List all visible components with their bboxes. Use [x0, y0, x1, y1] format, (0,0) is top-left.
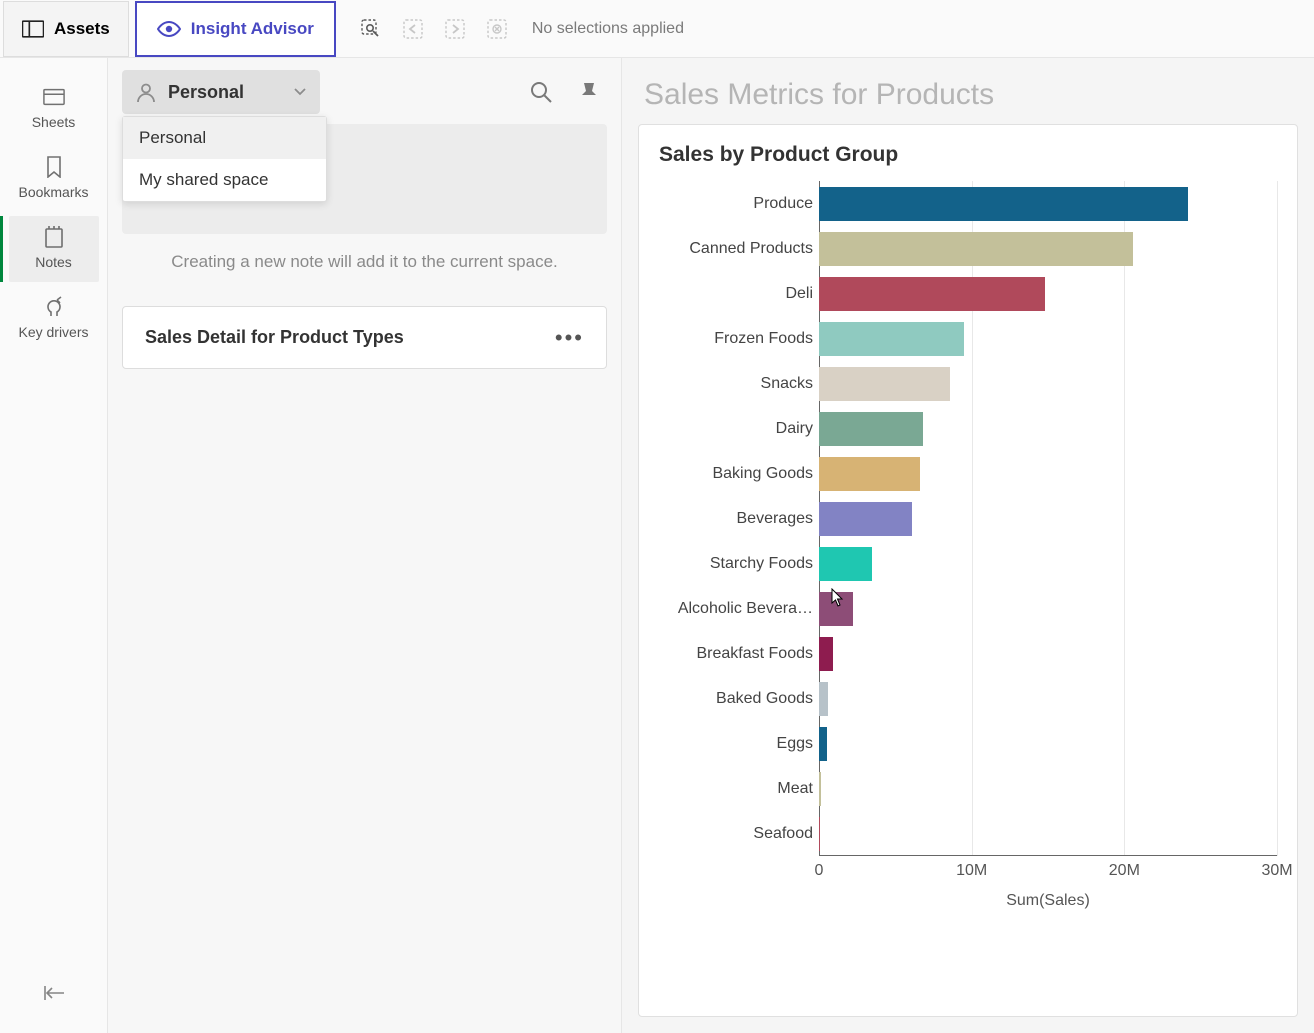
cursor-icon [831, 588, 845, 613]
bar-row[interactable]: Seafood [659, 811, 1277, 856]
bar-label: Meat [659, 780, 819, 798]
dropdown-item-shared[interactable]: My shared space [123, 159, 326, 201]
pin-icon[interactable] [577, 80, 601, 104]
bookmark-icon [43, 156, 65, 178]
sheets-icon [43, 86, 65, 108]
insight-label: Insight Advisor [191, 19, 314, 39]
search-notes-icon[interactable] [529, 80, 553, 104]
bar[interactable] [819, 637, 833, 671]
bar[interactable] [819, 412, 923, 446]
bar-label: Frozen Foods [659, 330, 819, 348]
nav-label: Key drivers [18, 324, 88, 340]
note-card-title: Sales Detail for Product Types [145, 327, 404, 348]
notes-panel: Personal Personal My shared space Creati… [108, 58, 622, 1033]
keydrivers-icon [43, 296, 65, 318]
nav-keydrivers[interactable]: Key drivers [9, 286, 99, 352]
bar[interactable] [819, 457, 920, 491]
bar-row[interactable]: Deli [659, 271, 1277, 316]
bar-row[interactable]: Eggs [659, 721, 1277, 766]
nav-notes[interactable]: Notes [9, 216, 99, 282]
bar-row[interactable]: Beverages [659, 496, 1277, 541]
x-tick: 20M [1109, 862, 1140, 880]
bar-row[interactable]: Frozen Foods [659, 316, 1277, 361]
chart-card: Sales by Product Group Produce Canned Pr… [638, 124, 1298, 1017]
bar-label: Dairy [659, 420, 819, 438]
assets-label: Assets [54, 19, 110, 39]
topbar: Assets Insight Advisor No selections app… [0, 0, 1314, 58]
bar-label: Starchy Foods [659, 555, 819, 573]
bar[interactable] [819, 502, 912, 536]
bar-row[interactable]: Meat [659, 766, 1277, 811]
notes-hint: Creating a new note will add it to the c… [122, 252, 607, 272]
chevron-down-icon [294, 86, 306, 98]
space-dropdown: Personal My shared space [122, 116, 327, 202]
bar[interactable] [819, 817, 820, 851]
bar[interactable] [819, 727, 827, 761]
smart-search-icon[interactable] [360, 18, 382, 40]
insight-advisor-button[interactable]: Insight Advisor [135, 1, 336, 57]
bar-label: Baked Goods [659, 690, 819, 708]
nav-label: Bookmarks [18, 184, 88, 200]
bar[interactable] [819, 232, 1133, 266]
bar[interactable] [819, 772, 821, 806]
chart-area: Sales Metrics for Products Sales by Prod… [622, 58, 1314, 1033]
bar-label: Breakfast Foods [659, 645, 819, 663]
x-tick: 0 [815, 862, 824, 880]
bar-row[interactable]: Breakfast Foods [659, 631, 1277, 676]
bar-label: Snacks [659, 375, 819, 393]
bar-label: Eggs [659, 735, 819, 753]
bar-row[interactable]: Starchy Foods [659, 541, 1277, 586]
user-icon [136, 82, 156, 102]
bar-label: Canned Products [659, 240, 819, 258]
note-card[interactable]: Sales Detail for Product Types ••• [122, 306, 607, 369]
nav-sheets[interactable]: Sheets [9, 76, 99, 142]
bar-label: Seafood [659, 825, 819, 843]
panel-layout-icon [22, 20, 44, 38]
bar-label: Baking Goods [659, 465, 819, 483]
bar-label: Produce [659, 195, 819, 213]
bar-row[interactable]: Snacks [659, 361, 1277, 406]
bar-row[interactable]: Dairy [659, 406, 1277, 451]
bar[interactable] [819, 547, 872, 581]
bar[interactable] [819, 187, 1188, 221]
bar-label: Alcoholic Bevera… [659, 600, 819, 618]
bar[interactable] [819, 277, 1045, 311]
space-selector-label: Personal [168, 82, 244, 103]
notes-icon [43, 226, 65, 248]
selections-toolbar: No selections applied [336, 18, 684, 40]
bar-row[interactable]: Baking Goods [659, 451, 1277, 496]
nav-label: Sheets [32, 114, 76, 130]
nav-label: Notes [35, 254, 72, 270]
bar-label: Deli [659, 285, 819, 303]
page-title: Sales Metrics for Products [644, 78, 1298, 112]
clear-selections-icon[interactable] [486, 18, 508, 40]
bar-chart[interactable]: Produce Canned Products Deli Frozen Food… [659, 181, 1277, 856]
step-back-icon[interactable] [402, 18, 424, 40]
bar-row[interactable]: Alcoholic Bevera… [659, 586, 1277, 631]
dropdown-item-personal[interactable]: Personal [123, 117, 326, 159]
x-tick: 10M [956, 862, 987, 880]
left-nav: Sheets Bookmarks Notes Key drivers [0, 58, 108, 1033]
x-tick: 30M [1261, 862, 1292, 880]
assets-button[interactable]: Assets [3, 1, 129, 57]
step-forward-icon[interactable] [444, 18, 466, 40]
collapse-nav-icon[interactable] [42, 981, 66, 1005]
bar[interactable] [819, 322, 964, 356]
bar-row[interactable]: Baked Goods [659, 676, 1277, 721]
bar-label: Beverages [659, 510, 819, 528]
eye-icon [157, 20, 181, 38]
nav-bookmarks[interactable]: Bookmarks [9, 146, 99, 212]
x-axis-label: Sum(Sales) [659, 892, 1277, 910]
bar-row[interactable]: Canned Products [659, 226, 1277, 271]
selections-label: No selections applied [532, 20, 684, 38]
bar-row[interactable]: Produce [659, 181, 1277, 226]
note-card-menu-icon[interactable]: ••• [555, 333, 584, 343]
x-axis: 010M20M30M [659, 862, 1277, 884]
chart-title: Sales by Product Group [659, 143, 1277, 167]
bar[interactable] [819, 367, 950, 401]
bar[interactable] [819, 682, 828, 716]
space-selector[interactable]: Personal [122, 70, 320, 114]
